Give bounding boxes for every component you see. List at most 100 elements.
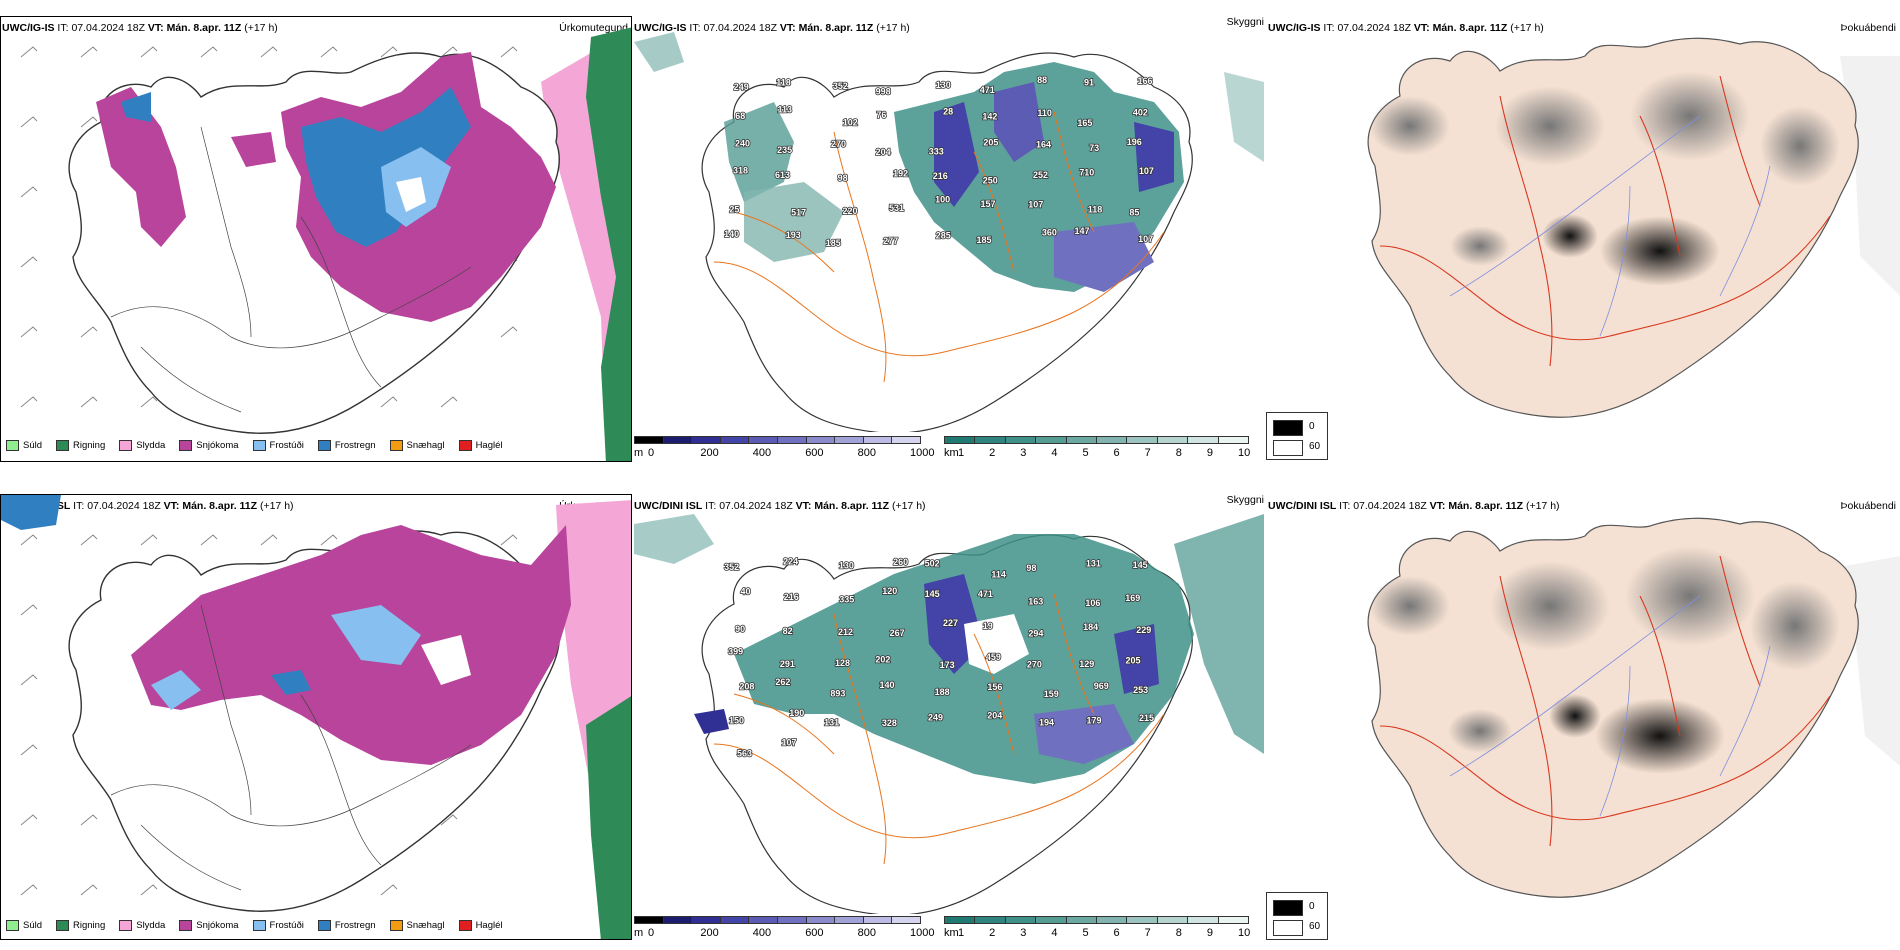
colorbar-segment bbox=[1004, 436, 1037, 444]
legend-item: Slydda bbox=[119, 920, 165, 931]
cloud-number-label: 166 bbox=[1137, 76, 1152, 86]
rivers bbox=[1449, 595, 1771, 817]
legend-item: Frostregn bbox=[317, 440, 376, 451]
fog-legend-label: 0 bbox=[1309, 901, 1315, 912]
legend-label: Frostúði bbox=[269, 920, 304, 931]
panel-title-cloud: Skyggni bbox=[1226, 16, 1264, 28]
model-name: UWC/IG-IS bbox=[2, 22, 55, 34]
visibility-area bbox=[1174, 514, 1264, 754]
freezing-rain-area bbox=[1, 495, 61, 530]
cloud-number-label: 28 bbox=[943, 107, 953, 117]
legend-swatch bbox=[317, 920, 331, 931]
cloud-number-label: 88 bbox=[1037, 75, 1047, 85]
cloud-number-label: 224 bbox=[783, 557, 798, 567]
cloud-number-label: 208 bbox=[739, 681, 754, 691]
cloud-number-label: 294 bbox=[1028, 628, 1043, 638]
legend-swatch bbox=[6, 440, 19, 451]
ceiling-area bbox=[1054, 222, 1154, 292]
row-1: UWC/IG-IS IT: 07.04.2024 18Z VT: Mán. 8.… bbox=[0, 16, 1900, 462]
panel-header: UWC/IG-IS IT: 07.04.2024 18Z VT: Mán. 8.… bbox=[1268, 22, 1544, 34]
lead-time: (+17 h) bbox=[244, 22, 278, 34]
cloud-number-label: 262 bbox=[775, 677, 790, 687]
precip-type-map[interactable] bbox=[0, 494, 632, 940]
legend-label: Snjókoma bbox=[196, 440, 239, 451]
cloud-number-label: 270 bbox=[831, 139, 846, 149]
colorbar-tick-label: 5 bbox=[1082, 447, 1089, 459]
cloud-number-label: 145 bbox=[925, 589, 940, 599]
cloud-number-label: 129 bbox=[1079, 659, 1094, 669]
colorbar-segment bbox=[891, 916, 921, 924]
panel-title-precip: Úrkomutegund bbox=[559, 22, 628, 34]
precip-map-svg bbox=[20, 27, 631, 461]
model-name: UWC/IG-IS bbox=[634, 22, 687, 34]
cloud-number-label: 399 bbox=[728, 646, 743, 656]
cloud-number-label: 260 bbox=[893, 557, 908, 567]
snow-spot bbox=[314, 698, 338, 722]
gap-area bbox=[421, 635, 471, 685]
visibility-teal-sw bbox=[744, 182, 844, 262]
lead-time: (+17 h) bbox=[259, 500, 294, 512]
cloud-number-label: 130 bbox=[936, 80, 951, 90]
cloud-number-label: 270 bbox=[1027, 659, 1042, 669]
cloud-visibility-map[interactable]: 352 224 130 260 502 114 98 131 145 40 216 335 120 145… bbox=[634, 514, 1264, 914]
legend-label: Snjókoma bbox=[196, 920, 239, 931]
fog-legend: 0 60 bbox=[1266, 412, 1328, 460]
cloud-number-label: 140 bbox=[724, 229, 739, 239]
colorbar-tick-label: 1000 bbox=[910, 927, 935, 939]
vt-label: VT: bbox=[779, 22, 796, 34]
legend-swatch bbox=[317, 440, 331, 451]
legend-item: Rigning bbox=[56, 440, 105, 451]
cloud-visibility-map[interactable]: 249 118 352 998 130 471 88 91 166 68 113 102 76 28 142… bbox=[634, 32, 1264, 432]
cloud-number-label: 253 bbox=[1133, 685, 1148, 695]
fog-legend-label: 60 bbox=[1309, 441, 1321, 452]
legend-swatch bbox=[179, 440, 193, 451]
cloud-number-label: 106 bbox=[1085, 598, 1100, 608]
ceiling-area bbox=[1134, 122, 1174, 192]
cloud-number-label: 90 bbox=[735, 624, 745, 634]
cloud-number-label: 205 bbox=[983, 137, 998, 147]
colorbar-segment bbox=[662, 436, 693, 444]
colorbar-tick-label: 400 bbox=[752, 447, 772, 459]
colorbar-segment bbox=[1096, 916, 1128, 924]
model-name: UWC/DINI ISL bbox=[634, 500, 703, 512]
cloud-number-label: 267 bbox=[890, 628, 905, 638]
colorbar-tick-label: 5 bbox=[1082, 927, 1089, 939]
colorbar-tick-label: 600 bbox=[805, 447, 824, 459]
legend-swatch bbox=[119, 440, 133, 451]
colorbar-segment bbox=[719, 436, 750, 444]
vt-value: Mán. 8.apr. 11Z bbox=[166, 22, 242, 34]
roads bbox=[713, 111, 1165, 383]
fog-map[interactable] bbox=[1300, 516, 1900, 906]
legend-swatch bbox=[56, 440, 70, 451]
it-label: IT: bbox=[73, 500, 85, 512]
legend-label: Súld bbox=[23, 440, 43, 451]
precip-type-map[interactable] bbox=[0, 16, 632, 462]
fog-map[interactable] bbox=[1300, 36, 1900, 426]
colorbar-tick-label: 4 bbox=[1051, 927, 1058, 939]
freezing-rain-area bbox=[271, 670, 311, 695]
legend-label: Frostregn bbox=[334, 440, 376, 451]
colorbar-segment bbox=[944, 436, 976, 444]
cloud-number-label: 459 bbox=[986, 652, 1001, 662]
cloud-number-label: 147 bbox=[1074, 226, 1089, 236]
cloud-number-label: 82 bbox=[783, 626, 793, 636]
cloud-number-label: 502 bbox=[925, 558, 940, 568]
fog-cell bbox=[1630, 71, 1750, 161]
cloud-number-labels: 249 118 352 998 130 471 88 91 166 68 113 102 76 28 142… bbox=[723, 74, 1154, 248]
cloud-number-label: 118 bbox=[1088, 204, 1103, 214]
fog-cell bbox=[1549, 694, 1601, 738]
cloud-number-label: 277 bbox=[883, 236, 898, 246]
panel-header: UWC/DINI ISL IT: 07.04.2024 18Z VT: Mán.… bbox=[1268, 500, 1560, 512]
cloud-number-label: 192 bbox=[893, 169, 908, 179]
legend-item: Haglél bbox=[458, 440, 503, 451]
fog-cell bbox=[1448, 709, 1512, 753]
cloud-number-label: 91 bbox=[1084, 77, 1094, 87]
fog-cell bbox=[1370, 576, 1450, 636]
colorbar-tick-label: 1 bbox=[958, 447, 965, 459]
iceland-land bbox=[1367, 37, 1859, 418]
colorbar-segment bbox=[1035, 916, 1067, 924]
legend-swatch bbox=[119, 920, 133, 931]
legend-item: Súld bbox=[6, 440, 42, 451]
cloud-number-label: 102 bbox=[843, 118, 858, 128]
colorbar-segment bbox=[862, 916, 893, 924]
